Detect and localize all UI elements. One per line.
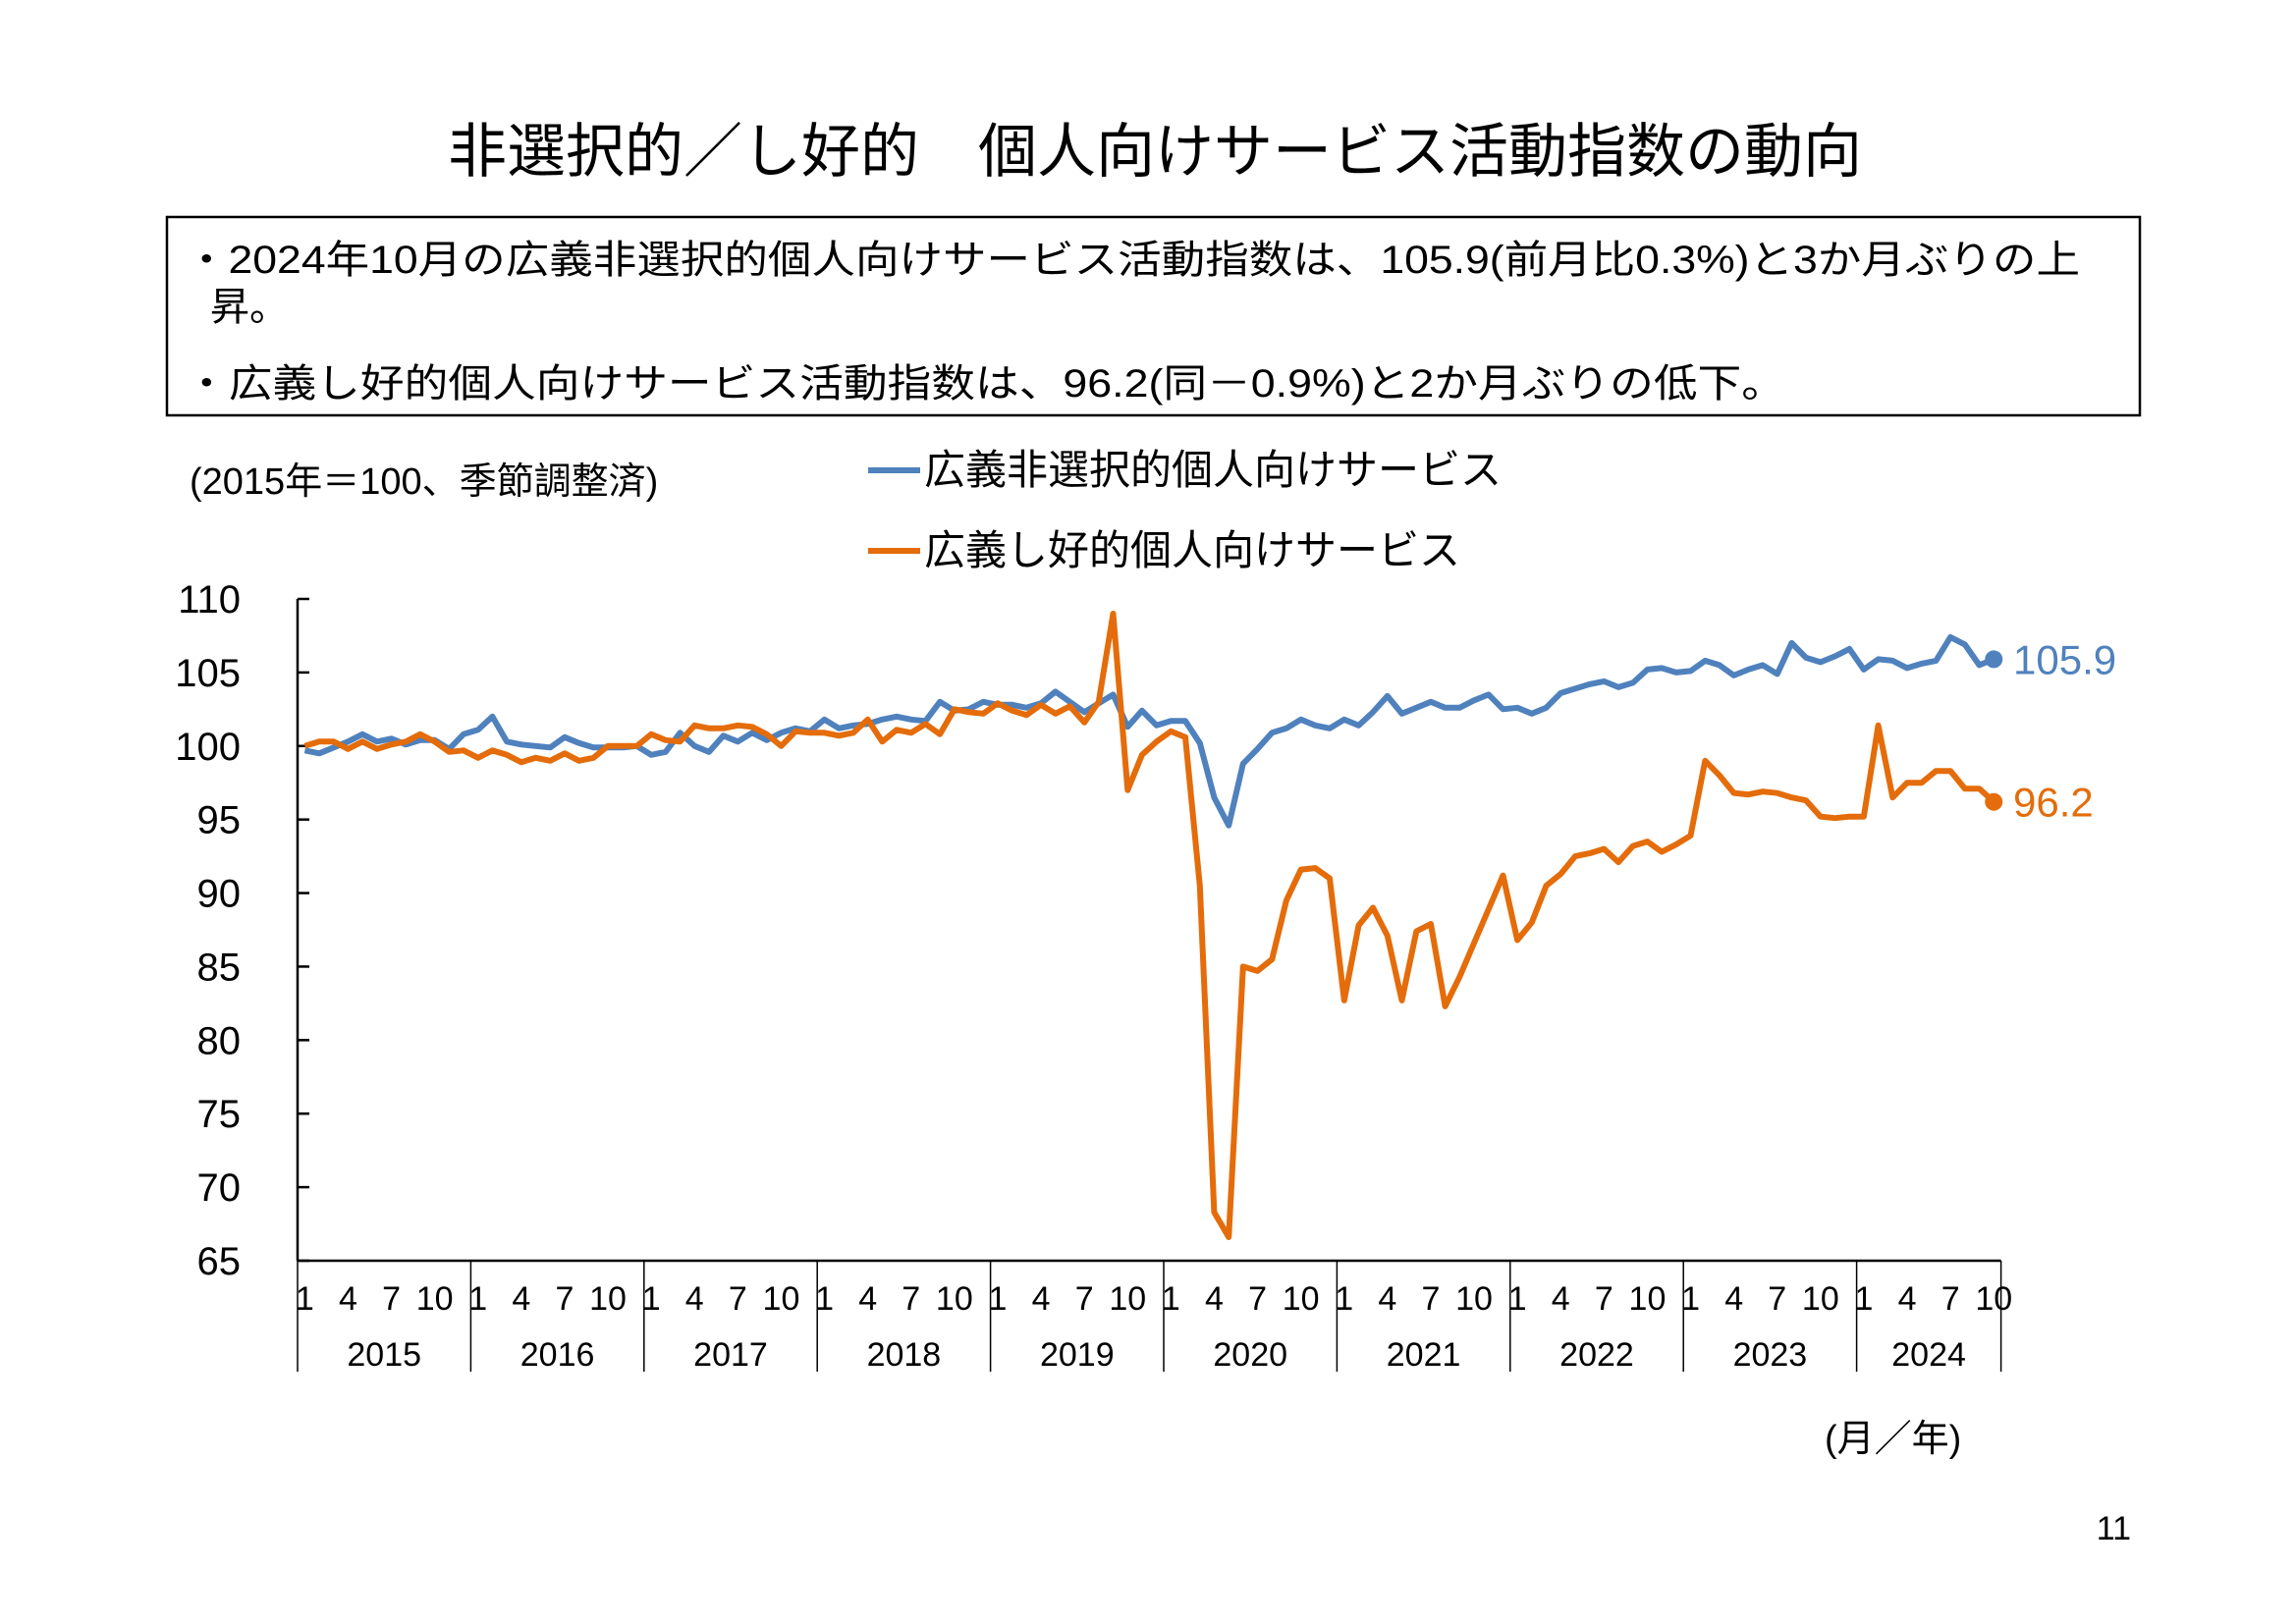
unit-note: (2015年＝100、季節調整済) (190, 461, 658, 503)
x-tick-label-month: 1 (468, 1280, 487, 1318)
series-line-discretionary (303, 611, 1996, 1240)
x-tick-label-month: 10 (1455, 1280, 1493, 1318)
x-tick-label-year: 2021 (1387, 1336, 1461, 1374)
y-tick-label: 85 (197, 946, 242, 989)
x-tick-label-month: 10 (1109, 1280, 1146, 1318)
x-tick-label-month: 7 (1075, 1280, 1094, 1318)
x-tick-label-month: 4 (685, 1280, 704, 1318)
x-tick-label-year: 2019 (1040, 1336, 1115, 1374)
x-tick-label-month: 1 (296, 1280, 314, 1318)
y-tick-label: 100 (175, 726, 241, 769)
x-tick-label-month: 1 (1681, 1280, 1700, 1318)
x-tick-label-month: 1 (642, 1280, 661, 1318)
summary-bullet-1-cont: 昇。 (210, 286, 289, 329)
legend-label-nonselective: 広義非選択的個人向けサービス (924, 447, 1502, 493)
y-tick-label: 80 (197, 1019, 242, 1062)
x-tick-label-month: 7 (1421, 1280, 1440, 1318)
y-tick-label: 110 (178, 578, 241, 622)
end-value-label: 96.2 (2013, 780, 2094, 826)
x-tick-label-month: 7 (1941, 1280, 1960, 1318)
x-tick-label-month: 1 (1162, 1280, 1180, 1318)
legend: 広義非選択的個人向けサービス 広義し好的個人向けサービス (868, 447, 1502, 573)
x-axis-label: (月／年) (1825, 1419, 1961, 1460)
summary-bullet-1: ・2024年10月の広義非選択的個人向けサービス活動指数は、105.9(前月比0… (185, 239, 2080, 282)
y-tick-label: 95 (197, 799, 242, 842)
x-tick-label-month: 10 (1975, 1280, 2012, 1318)
x-tick-label-month: 4 (1032, 1280, 1051, 1318)
x-tick-label-year: 2017 (693, 1336, 768, 1374)
x-tick-label-year: 2024 (1891, 1336, 1966, 1374)
x-tick-label-month: 10 (589, 1280, 627, 1318)
series-line-nonselective (303, 633, 1995, 829)
end-value-label: 105.9 (2013, 636, 2116, 682)
x-tick-label-year: 2016 (520, 1336, 595, 1374)
x-tick-label-month: 4 (1378, 1280, 1396, 1318)
y-tick-label: 75 (197, 1093, 242, 1136)
x-tick-label-month: 1 (988, 1280, 1007, 1318)
x-tick-label-month: 4 (1552, 1280, 1570, 1318)
x-tick-label-month: 7 (902, 1280, 920, 1318)
x-tick-label-month: 4 (1205, 1280, 1224, 1318)
y-tick-label: 90 (197, 873, 242, 916)
x-tick-label-month: 10 (416, 1280, 454, 1318)
end-point-marker (1985, 650, 2003, 669)
x-tick-label-year: 2015 (347, 1336, 421, 1374)
summary-box (165, 215, 2142, 417)
summary-bullet-2: ・広義し好的個人向けサービス活動指数は、96.2(同－0.9%)と2か月ぶりの低… (185, 362, 1785, 406)
x-tick-label-month: 4 (858, 1280, 877, 1318)
x-tick-label-month: 7 (729, 1280, 747, 1318)
x-tick-label-month: 10 (1283, 1280, 1320, 1318)
x-tick-label-month: 7 (1248, 1280, 1267, 1318)
x-tick-label-month: 7 (1768, 1280, 1786, 1318)
x-tick-label-month: 10 (1629, 1280, 1667, 1318)
x-tick-label-month: 4 (512, 1280, 530, 1318)
page-number: 11 (2097, 1510, 2131, 1547)
x-tick-label-month: 4 (1724, 1280, 1743, 1318)
x-tick-label-month: 7 (555, 1280, 574, 1318)
x-tick-label-year: 2018 (867, 1336, 942, 1374)
x-tick-label-month: 1 (815, 1280, 834, 1318)
end-point-marker (1985, 792, 2003, 811)
x-tick-label-year: 2020 (1213, 1336, 1287, 1374)
x-tick-label-month: 10 (1802, 1280, 1839, 1318)
y-tick-label: 65 (197, 1240, 242, 1283)
x-tick-label-month: 4 (1898, 1280, 1917, 1318)
x-tick-label-month: 1 (1854, 1280, 1873, 1318)
x-tick-label-month: 7 (1595, 1280, 1613, 1318)
x-tick-label-month: 1 (1335, 1280, 1353, 1318)
x-tick-label-month: 4 (339, 1280, 357, 1318)
x-tick-label-month: 10 (936, 1280, 973, 1318)
x-tick-label-month: 10 (763, 1280, 800, 1318)
y-tick-label: 105 (175, 652, 241, 695)
x-tick-label-year: 2022 (1559, 1336, 1634, 1374)
x-tick-label-month: 7 (382, 1280, 401, 1318)
y-tick-label: 70 (197, 1166, 242, 1210)
x-tick-label-year: 2023 (1733, 1336, 1808, 1374)
legend-label-discretionary: 広義し好的個人向けサービス (924, 527, 1460, 573)
x-tick-label-month: 1 (1508, 1280, 1527, 1318)
page-title: 非選択的／し好的 個人向けサービス活動指数の動向 (448, 119, 1862, 185)
